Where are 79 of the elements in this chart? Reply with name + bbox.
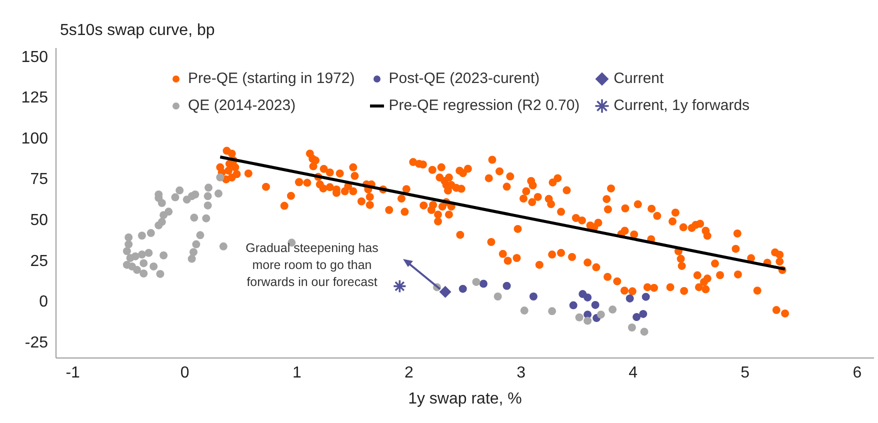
- point: [124, 233, 133, 242]
- x-axis-title: 1y swap rate, %: [408, 390, 522, 408]
- point: [575, 313, 584, 322]
- legend-label: Current: [614, 70, 664, 87]
- point: [192, 240, 200, 248]
- y-tick-label: 125: [21, 90, 48, 107]
- point: [140, 269, 148, 278]
- x-tick-label: 1: [292, 364, 302, 382]
- point: [569, 301, 578, 310]
- x-tick-label: 4: [628, 364, 638, 382]
- point: [626, 294, 634, 302]
- point: [214, 190, 222, 198]
- point: [146, 229, 155, 238]
- y-tick-label: 50: [30, 212, 48, 229]
- point: [189, 248, 198, 256]
- point: [164, 208, 173, 216]
- y-tick-label: 0: [39, 294, 48, 311]
- point: [472, 278, 480, 286]
- point: [188, 254, 196, 263]
- point: [160, 251, 168, 260]
- x-tick-label: 2: [404, 364, 414, 382]
- point: [176, 186, 184, 194]
- point: [216, 173, 224, 182]
- point: [520, 306, 528, 315]
- legend-label: Post-QE (2023-curent): [388, 70, 540, 87]
- point: [138, 232, 146, 240]
- point: [204, 201, 212, 210]
- point: [131, 252, 140, 260]
- x-tick-label: 5: [740, 364, 750, 382]
- point: [144, 248, 153, 257]
- y-tick-label: 25: [30, 252, 48, 270]
- point: [608, 306, 617, 314]
- point: [124, 240, 133, 248]
- legend-label: Pre-QE (starting in 1972): [188, 70, 355, 87]
- point: [639, 310, 648, 318]
- point: [204, 184, 213, 192]
- point: [584, 293, 592, 302]
- x-tick-label: 3: [516, 364, 526, 382]
- point: [632, 313, 641, 322]
- point: [171, 193, 180, 202]
- point: [204, 192, 212, 200]
- y-tick-label: 75: [30, 171, 48, 188]
- point: [158, 218, 166, 226]
- y-axis-title: 5s10s swap curve, bp: [60, 22, 215, 40]
- y-tick-label: 100: [21, 130, 48, 148]
- point: [392, 279, 407, 294]
- x-tick-label: 0: [180, 364, 190, 382]
- point: [502, 282, 511, 290]
- point: [584, 316, 592, 325]
- point: [640, 328, 648, 336]
- point: [548, 307, 556, 316]
- x-tick-label: -1: [66, 364, 80, 382]
- point: [133, 266, 142, 274]
- point: [628, 323, 636, 332]
- point: [596, 310, 605, 319]
- point: [219, 242, 228, 250]
- point: [191, 190, 200, 199]
- x-tick-label: 6: [852, 364, 862, 382]
- point: [642, 292, 650, 301]
- point: [190, 214, 198, 222]
- point: [140, 259, 148, 268]
- point: [479, 280, 488, 288]
- point: [529, 292, 538, 300]
- point: [150, 262, 158, 270]
- point: [591, 300, 600, 309]
- y-tick-label: -25: [24, 334, 48, 352]
- point: [156, 270, 164, 278]
- point: [122, 247, 131, 256]
- legend-label: Current, 1y forwards: [614, 97, 750, 114]
- point: [494, 292, 502, 300]
- point: [202, 214, 210, 222]
- point: [196, 231, 204, 240]
- legend-label: Pre-QE regression (R2 0.70): [388, 97, 580, 114]
- y-tick-label: 150: [21, 48, 48, 66]
- point: [458, 284, 467, 293]
- legend-label: QE (2014-2023): [188, 97, 296, 114]
- annotation: Gradual steepening has more room to go than forwards in our forecast: [244, 240, 380, 291]
- point: [138, 250, 146, 259]
- point: [439, 286, 452, 298]
